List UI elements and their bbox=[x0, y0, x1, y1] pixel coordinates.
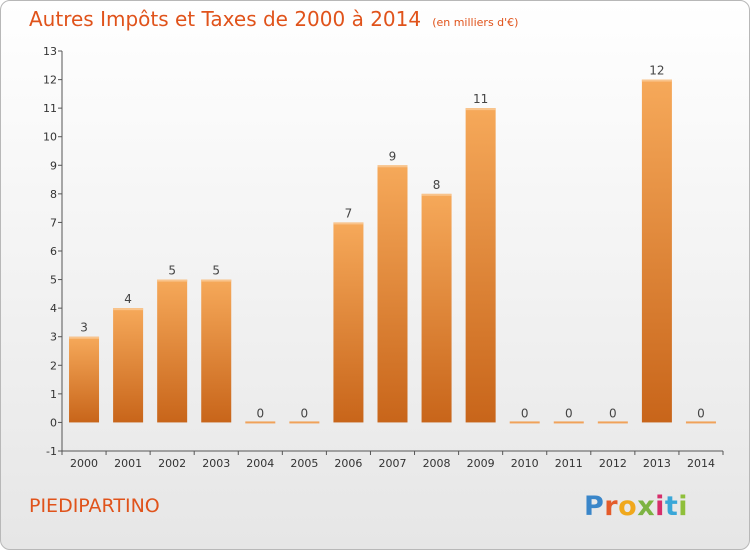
x-tick-label: 2006 bbox=[334, 457, 362, 470]
data-labels: 3 4 5 5 0 0 7 9 8 11 0 0 0 12 0 bbox=[80, 64, 705, 421]
bar-top-highlight bbox=[157, 279, 188, 282]
bar bbox=[69, 336, 100, 423]
bar bbox=[685, 421, 716, 424]
data-label: 3 bbox=[80, 321, 88, 335]
bar-top-highlight bbox=[113, 308, 144, 311]
x-tick-label: 2003 bbox=[202, 457, 230, 470]
bar bbox=[201, 279, 232, 423]
bar bbox=[509, 421, 540, 424]
y-tick-label: 2 bbox=[50, 359, 57, 372]
x-tick-label: 2007 bbox=[379, 457, 407, 470]
data-label: 5 bbox=[168, 264, 176, 278]
bar bbox=[597, 421, 628, 424]
bar bbox=[289, 421, 320, 424]
data-label: 7 bbox=[345, 206, 353, 220]
y-tick-label: 4 bbox=[50, 302, 57, 315]
bar bbox=[553, 421, 584, 424]
data-label: 0 bbox=[565, 406, 573, 420]
bar bbox=[113, 308, 144, 423]
y-tick-label: -1 bbox=[46, 445, 57, 458]
x-tick-label: 2008 bbox=[423, 457, 451, 470]
y-tick-label: 10 bbox=[43, 131, 57, 144]
x-tick-label: 2013 bbox=[643, 457, 671, 470]
x-tick-label: 2014 bbox=[687, 457, 715, 470]
y-tick-label: 6 bbox=[50, 245, 57, 258]
bar bbox=[377, 165, 408, 423]
data-label: 12 bbox=[649, 64, 664, 78]
data-label: 5 bbox=[212, 264, 220, 278]
x-tick-label: 2002 bbox=[158, 457, 186, 470]
bar bbox=[157, 279, 188, 423]
y-tick-label: 5 bbox=[50, 274, 57, 287]
x-tick-label: 2012 bbox=[599, 457, 627, 470]
bar-top-highlight bbox=[69, 336, 100, 339]
data-label: 0 bbox=[697, 406, 705, 420]
bar bbox=[641, 79, 672, 423]
y-tick-label: 3 bbox=[50, 331, 57, 344]
x-tick-label: 2010 bbox=[511, 457, 539, 470]
proxiti-logo: Proxiti bbox=[584, 491, 689, 522]
x-tick-label: 2005 bbox=[290, 457, 318, 470]
y-tick-label: 11 bbox=[43, 102, 57, 115]
bar-top-highlight bbox=[333, 222, 364, 225]
bar bbox=[421, 193, 452, 423]
bar bbox=[245, 421, 276, 424]
y-tick-label: 0 bbox=[50, 416, 57, 429]
data-label: 9 bbox=[389, 149, 397, 163]
data-label: 0 bbox=[609, 406, 617, 420]
bar-top-highlight bbox=[201, 279, 232, 282]
data-label: 0 bbox=[256, 406, 264, 420]
x-tick-label: 2001 bbox=[114, 457, 142, 470]
y-tick-label: 12 bbox=[43, 74, 57, 87]
bar-top-highlight bbox=[465, 108, 496, 111]
bar bbox=[465, 108, 496, 423]
bar-top-highlight bbox=[377, 165, 408, 168]
data-label: 8 bbox=[433, 178, 441, 192]
x-tick-label: 2009 bbox=[467, 457, 495, 470]
bar-top-highlight bbox=[421, 193, 452, 196]
commune-name: PIEDIPARTINO bbox=[29, 495, 160, 517]
bar bbox=[333, 222, 364, 423]
x-tick-label: 2011 bbox=[555, 457, 583, 470]
bar-top-highlight bbox=[641, 79, 672, 82]
y-tick-label: 9 bbox=[50, 159, 57, 172]
bars bbox=[69, 79, 716, 424]
chart-title: Autres Impôts et Taxes de 2000 à 2014 bbox=[29, 7, 422, 31]
data-label: 0 bbox=[301, 406, 309, 420]
chart-title-block: Autres Impôts et Taxes de 2000 à 2014 (e… bbox=[29, 7, 518, 31]
data-label: 11 bbox=[473, 92, 488, 106]
data-label: 0 bbox=[521, 406, 529, 420]
y-tick-label: 7 bbox=[50, 216, 57, 229]
data-label: 4 bbox=[124, 292, 132, 306]
y-tick-label: 1 bbox=[50, 388, 57, 401]
x-tick-label: 2004 bbox=[246, 457, 274, 470]
y-tick-label: 13 bbox=[43, 45, 57, 58]
x-tick-label: 2000 bbox=[70, 457, 98, 470]
chart-subtitle: (en milliers d'€) bbox=[432, 16, 519, 29]
y-tick-label: 8 bbox=[50, 188, 57, 201]
